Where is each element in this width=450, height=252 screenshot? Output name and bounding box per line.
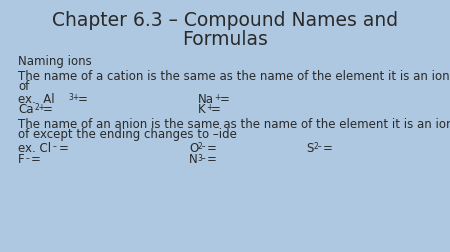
Text: O: O bbox=[189, 141, 198, 154]
Text: ex. Cl: ex. Cl bbox=[18, 141, 51, 154]
Text: –: – bbox=[53, 142, 57, 151]
Text: Ca: Ca bbox=[18, 103, 33, 116]
Text: Formulas: Formulas bbox=[182, 29, 268, 49]
Text: +: + bbox=[214, 92, 220, 102]
Text: =: = bbox=[207, 152, 217, 166]
Text: =: = bbox=[31, 152, 40, 166]
Text: 2–: 2– bbox=[314, 142, 322, 151]
Text: The name of an anion is the same as the name of the element it is an ion: The name of an anion is the same as the … bbox=[18, 117, 450, 130]
Text: Na: Na bbox=[198, 92, 214, 106]
Text: 2–: 2– bbox=[197, 142, 206, 151]
Text: F: F bbox=[18, 152, 25, 166]
Text: =: = bbox=[323, 141, 333, 154]
Text: =: = bbox=[211, 103, 220, 116]
Text: of: of bbox=[18, 80, 29, 93]
Text: =: = bbox=[207, 141, 217, 154]
Text: =: = bbox=[78, 92, 88, 106]
Text: 3–: 3– bbox=[197, 153, 206, 162]
Text: =: = bbox=[43, 103, 53, 116]
Text: +: + bbox=[206, 103, 212, 112]
Text: Chapter 6.3 – Compound Names and: Chapter 6.3 – Compound Names and bbox=[52, 11, 398, 30]
Text: =: = bbox=[58, 141, 68, 154]
Text: 2+: 2+ bbox=[34, 103, 45, 112]
Text: =: = bbox=[220, 92, 230, 106]
Text: ex.  Al: ex. Al bbox=[18, 92, 54, 106]
Text: Naming ions: Naming ions bbox=[18, 54, 92, 67]
Text: –: – bbox=[26, 153, 30, 162]
Text: 3+: 3+ bbox=[68, 92, 80, 102]
Text: S: S bbox=[306, 141, 313, 154]
Text: of except the ending changes to –ide: of except the ending changes to –ide bbox=[18, 127, 237, 140]
Text: N: N bbox=[189, 152, 198, 166]
Text: The name of a cation is the same as the name of the element it is an ion: The name of a cation is the same as the … bbox=[18, 70, 450, 83]
Text: K: K bbox=[198, 103, 206, 116]
